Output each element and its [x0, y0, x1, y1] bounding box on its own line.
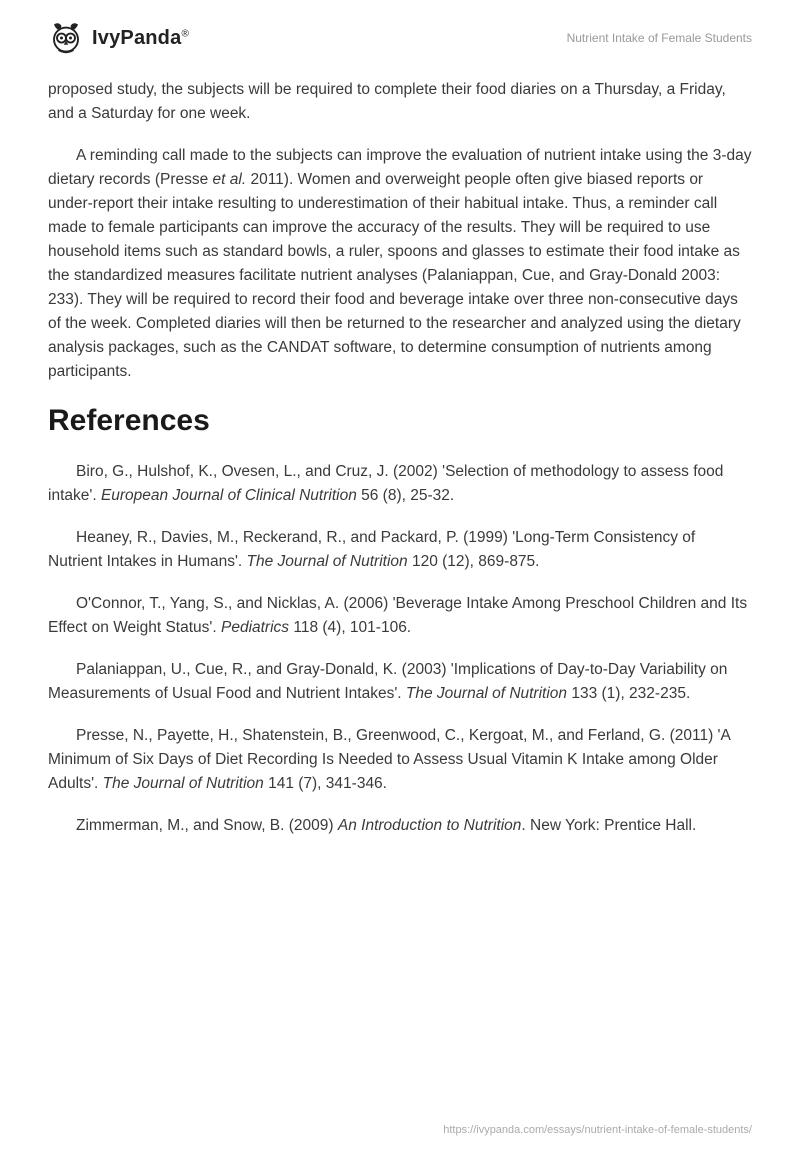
paragraph-reminder: A reminding call made to the subjects ca… [48, 144, 752, 384]
reference-item: Palaniappan, U., Cue, R., and Gray-Donal… [48, 658, 752, 706]
footer-source-url: https://ivypanda.com/essays/nutrient-int… [443, 1124, 752, 1136]
reference-item: Heaney, R., Davies, M., Reckerand, R., a… [48, 526, 752, 574]
ref4-post: 133 (1), 232-235. [567, 685, 690, 702]
reference-item: Presse, N., Payette, H., Shatenstein, B.… [48, 724, 752, 796]
owl-logo-icon [48, 20, 84, 56]
ref2-journal: The Journal of Nutrition [247, 553, 408, 570]
p2-etal: et al. [213, 171, 247, 188]
reference-item: O'Connor, T., Yang, S., and Nicklas, A. … [48, 592, 752, 640]
ref5-journal: The Journal of Nutrition [103, 775, 264, 792]
ref6-post: . New York: Prentice Hall. [521, 817, 696, 834]
ref3-post: 118 (4), 101-106. [289, 619, 411, 636]
p2-post: 2011). Women and overweight people often… [48, 171, 741, 380]
ref1-journal: European Journal of Clinical Nutrition [101, 487, 357, 504]
ref5-post: 141 (7), 341-346. [264, 775, 387, 792]
reference-item: Zimmerman, M., and Snow, B. (2009) An In… [48, 814, 752, 838]
document-title: Nutrient Intake of Female Students [567, 31, 752, 45]
ref2-post: 120 (12), 869-875. [408, 553, 540, 570]
ref6-pre: Zimmerman, M., and Snow, B. (2009) [76, 817, 338, 834]
ref4-journal: The Journal of Nutrition [406, 685, 567, 702]
brand-logo: IvyPanda® [48, 20, 189, 56]
ref1-post: 56 (8), 25-32. [357, 487, 454, 504]
registered-mark: ® [181, 28, 189, 39]
page-header: IvyPanda® Nutrient Intake of Female Stud… [0, 0, 800, 68]
document-content: proposed study, the subjects will be req… [0, 68, 800, 838]
references-heading: References [48, 404, 752, 438]
ref3-journal: Pediatrics [221, 619, 289, 636]
paragraph-continuation: proposed study, the subjects will be req… [48, 78, 752, 126]
brand-name: IvyPanda® [92, 27, 189, 50]
ref6-title: An Introduction to Nutrition [338, 817, 522, 834]
reference-item: Biro, G., Hulshof, K., Ovesen, L., and C… [48, 460, 752, 508]
